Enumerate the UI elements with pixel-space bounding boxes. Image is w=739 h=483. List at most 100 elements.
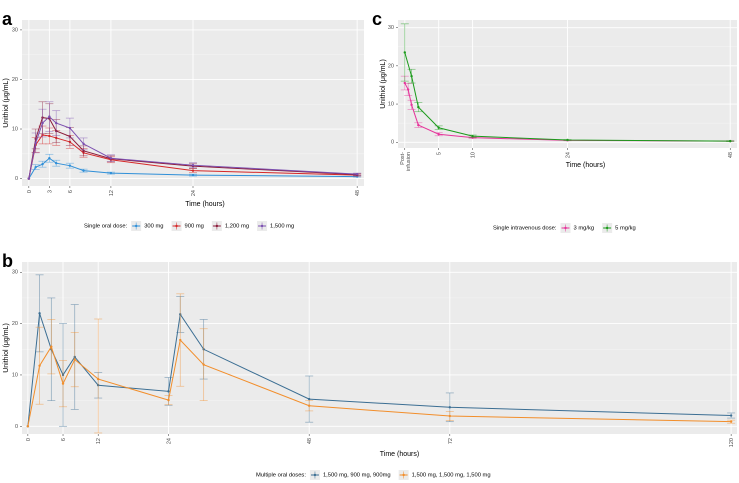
legend: Single oral dose: 300 mg 900 mg 1,200 mg 1,5…	[84, 221, 294, 231]
x-tick-label-line: 72	[448, 438, 454, 444]
series-line	[28, 115, 358, 179]
series-line	[28, 157, 358, 179]
x-tick-label-line: 120	[729, 438, 735, 447]
y-tick-label: 10	[388, 102, 394, 108]
x-tick-label-line: 0	[27, 190, 33, 193]
x-tick-label: 24	[167, 438, 173, 444]
x-tick-label: 0	[26, 438, 32, 441]
x-tick-label-line: 24	[566, 152, 572, 158]
x-tick-label-line: 12	[109, 190, 115, 196]
data-point	[202, 363, 205, 366]
x-tick-label: 24	[191, 190, 197, 196]
legend-key-point	[215, 224, 219, 228]
legend-label: 3 mg/kg	[574, 226, 595, 232]
series-line	[28, 117, 358, 179]
panel-c: c 0 10 20 30 Post-infusion 5 10 24 48 Time (hours)…	[372, 9, 737, 233]
data-point	[27, 177, 31, 180]
legend: Multiple oral doses: 1,500 mg, 900 mg, 90…	[256, 470, 491, 480]
x-tick-label: 3	[47, 190, 53, 193]
x-tick-label-line: 0	[26, 438, 32, 441]
series-line	[28, 134, 358, 179]
data-point	[109, 171, 113, 175]
legend: Single intravenous dose: 3 mg/kg 5 mg/kg	[493, 223, 636, 233]
y-tick-label: 20	[388, 63, 394, 69]
y-axis-title: Unithiol (μg/mL)	[380, 59, 387, 109]
y-tick-label: 30	[388, 25, 394, 31]
data-point	[191, 163, 195, 167]
x-tick-label-line: 5	[437, 152, 443, 155]
y-tick-label: 20	[12, 321, 18, 327]
data-point	[41, 121, 44, 125]
legend-label: 1,200 mg	[225, 224, 249, 230]
data-point	[68, 126, 72, 130]
data-point	[307, 397, 311, 401]
data-point	[34, 141, 37, 145]
data-point	[437, 133, 440, 136]
data-point	[61, 382, 65, 385]
y-tick-label: 0	[391, 140, 394, 146]
x-tick-label-line: 48	[355, 190, 361, 196]
data-point	[729, 414, 733, 417]
x-tick-label: 72	[448, 438, 454, 444]
y-tick-label: 30	[12, 270, 18, 276]
legend-label: 900 mg	[185, 224, 204, 230]
data-point	[403, 51, 406, 54]
data-point	[50, 345, 53, 348]
y-axis-title: Unithiol (μg/mL)	[3, 323, 10, 373]
data-point	[417, 123, 420, 127]
data-point	[448, 406, 452, 409]
x-tick-label: 120	[729, 438, 735, 447]
data-point	[406, 88, 410, 91]
legend-key	[309, 470, 320, 480]
data-point	[191, 173, 195, 177]
plot-background	[22, 262, 737, 434]
legend-label: 1,500 mg, 1,500 mg, 1,500 mg	[412, 473, 491, 479]
data-point	[48, 134, 51, 138]
x-tick-label-line: 3	[47, 190, 53, 193]
y-tick-label: 20	[12, 77, 18, 83]
data-point	[191, 169, 195, 172]
y-tick-label: 0	[15, 424, 18, 430]
panel-letter: c	[372, 9, 382, 29]
data-point	[410, 103, 413, 107]
data-point	[55, 162, 58, 165]
x-tick-label-line: 48	[307, 438, 313, 444]
data-point	[417, 105, 420, 109]
x-tick-label: 12	[96, 438, 102, 444]
legend-title: Single oral dose:	[84, 224, 128, 230]
x-tick-label: 6	[61, 438, 67, 441]
legend-key	[211, 221, 222, 231]
data-point	[34, 165, 37, 169]
legend-label: 1,500 mg	[270, 224, 294, 230]
series-line	[404, 82, 731, 142]
x-tick-label-line: 12	[96, 438, 102, 444]
y-tick-label: 10	[12, 372, 18, 378]
legend-key	[398, 470, 409, 480]
series-0	[400, 75, 735, 143]
x-tick-label-line: 6	[61, 438, 67, 441]
series-line	[27, 338, 732, 427]
x-tick-label: 48	[307, 438, 313, 444]
data-point	[307, 404, 311, 407]
x-tick-label-line: Post-	[400, 152, 406, 165]
legend-key	[131, 221, 142, 231]
x-tick-label-line: infusion	[406, 152, 412, 171]
legend-label: 1,500 mg, 900 mg, 900mg	[323, 473, 391, 479]
x-axis-title: Time (hours)	[185, 201, 224, 208]
x-tick-label: 12	[109, 190, 115, 196]
series-1	[26, 293, 736, 434]
data-point	[82, 142, 85, 146]
data-point	[471, 134, 474, 138]
data-point	[48, 157, 51, 160]
legend-title: Multiple oral doses:	[256, 473, 306, 479]
y-tick-label: 10	[12, 126, 18, 132]
y-axis-title: Unithiol (μg/mL)	[3, 78, 10, 128]
data-point	[38, 364, 41, 367]
legend-key	[171, 221, 182, 231]
data-point	[55, 121, 58, 125]
series-line	[27, 313, 732, 427]
data-point	[82, 149, 85, 153]
data-point	[96, 377, 100, 381]
data-point	[38, 312, 41, 315]
legend-key-point	[134, 224, 138, 228]
